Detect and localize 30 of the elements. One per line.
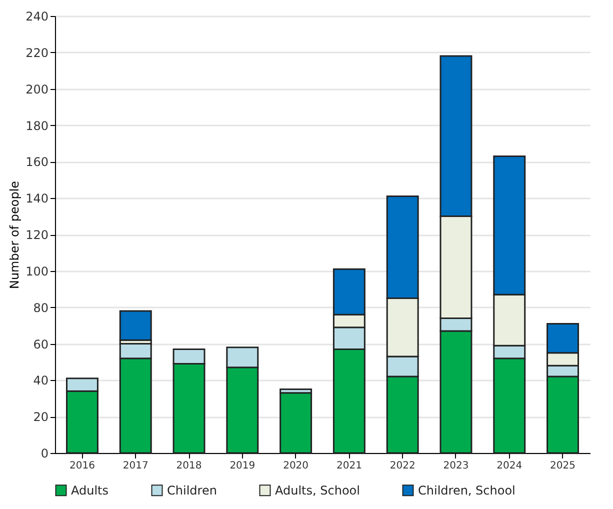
y-tick-label: 100 <box>26 264 48 278</box>
y-axis-title: Number of people <box>8 180 22 290</box>
y-tick-label: 140 <box>26 192 48 206</box>
y-tick-label: 40 <box>33 374 48 388</box>
y-tick-label: 80 <box>33 300 48 315</box>
y-tick-label: 120 <box>26 228 48 242</box>
bar <box>280 392 312 454</box>
x-tick-label: 2017 <box>122 460 148 472</box>
legend-label: Adults <box>71 483 109 498</box>
x-tick-label: 2023 <box>443 460 469 472</box>
y-tick-label: 240 <box>26 10 48 24</box>
x-tick-label: 2021 <box>336 460 362 472</box>
y-tick-label: 200 <box>26 82 48 96</box>
legend-label: Children <box>167 483 217 498</box>
x-tick-label: 2016 <box>70 460 95 472</box>
y-tick-label: 0 <box>40 446 48 460</box>
x-tick-label: 2024 <box>496 460 522 472</box>
y-tick-label: 60 <box>33 337 48 352</box>
x-tick-label: 2022 <box>390 460 416 472</box>
bar <box>119 310 152 341</box>
y-tick-label: 180 <box>26 118 48 133</box>
legend-label: Adults, School <box>275 483 360 498</box>
x-tick-label: 2025 <box>550 460 576 472</box>
x-tick-label: 2020 <box>283 460 309 472</box>
x-tick-label: 2019 <box>230 460 256 472</box>
x-tick-label: 2018 <box>176 460 202 472</box>
y-tick-label: 220 <box>26 46 48 60</box>
y-tick-label: 160 <box>26 155 48 170</box>
legend-label: Children, School <box>418 483 516 498</box>
y-tick-label: 20 <box>33 410 48 424</box>
